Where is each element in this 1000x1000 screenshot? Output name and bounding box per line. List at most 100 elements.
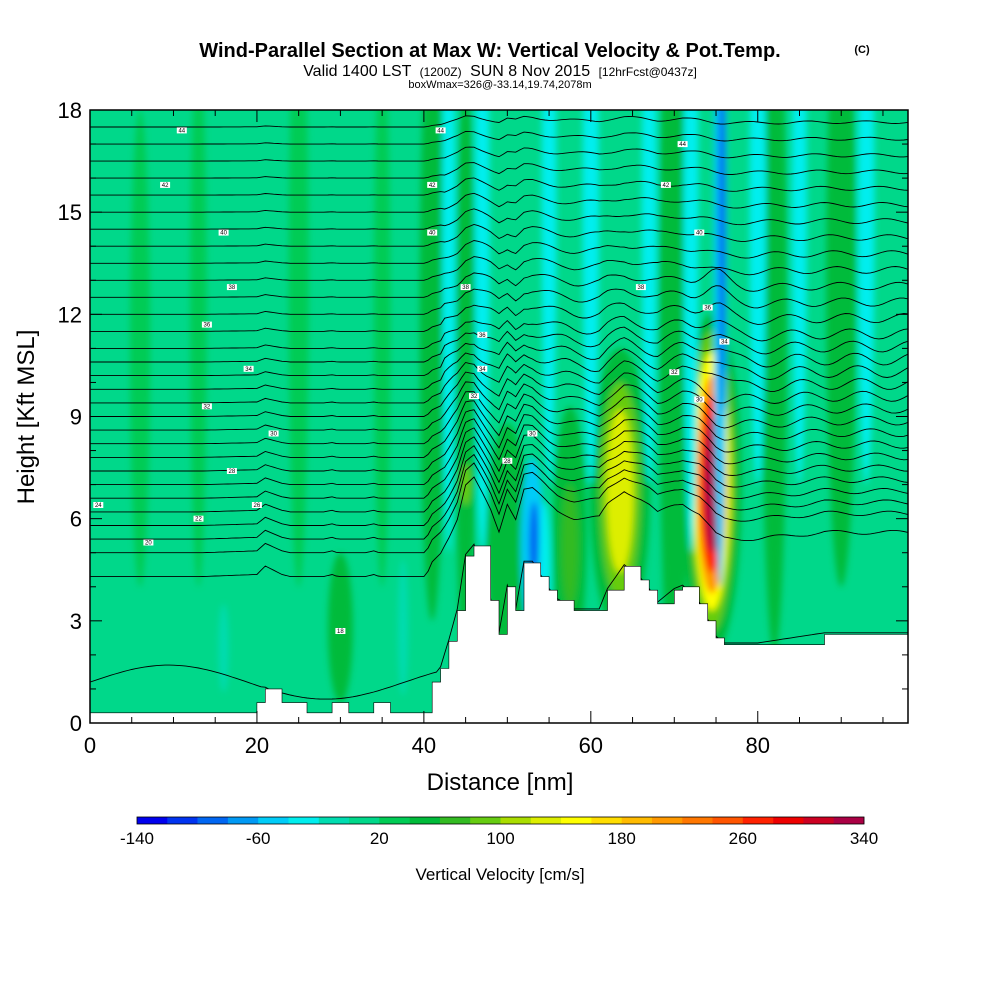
contour-label-28: 34 — [719, 338, 730, 346]
contour-labels: 44 42 40 38 36 34 32 30 28 26 24 22 20 18 44 42 40 38 36 34… — [93, 127, 730, 635]
y-tick-label-5: 15 — [58, 200, 82, 225]
plot-area: 44 42 40 38 36 34 32 30 28 26 24 22 20 18 44 42 40 38 36 34… — [90, 110, 908, 723]
velocity-cell-2 — [288, 110, 309, 587]
velocity-cell-30 — [541, 110, 557, 485]
subtitle-zulu: (1200Z) — [420, 65, 462, 79]
x-axis-label: Distance [nm] — [427, 769, 574, 796]
velocity-cell-32 — [641, 110, 657, 485]
isentrope-2 — [90, 462, 908, 554]
contour-label-22: 28 — [502, 457, 513, 465]
velocity-cell-23 — [218, 603, 229, 693]
contour-label-13: 18 — [335, 628, 346, 635]
colorbar-swatch-2 — [197, 817, 229, 824]
colorbar-tick-4: 180 — [608, 829, 636, 848]
terrain-mask — [90, 545, 908, 723]
svg-text:42: 42 — [663, 183, 670, 189]
contour-label-5: 34 — [243, 365, 254, 373]
isentrope-12 — [90, 371, 908, 417]
colorbar-swatch-0 — [137, 817, 168, 824]
colorbar-swatch-5 — [288, 817, 320, 824]
colorbar-swatch-23 — [833, 817, 865, 824]
contour-label-1: 42 — [160, 181, 171, 189]
contour-label-18: 36 — [477, 331, 488, 339]
contour-label-26: 38 — [635, 284, 646, 291]
isentrope-21 — [90, 256, 908, 281]
svg-text:40: 40 — [220, 231, 227, 237]
svg-text:44: 44 — [178, 128, 185, 134]
velocity-cell-17 — [606, 409, 634, 574]
isentrope-24 — [90, 208, 908, 230]
x-tick-label-2: 40 — [412, 733, 436, 758]
isentrope-9 — [90, 400, 908, 458]
svg-text:24: 24 — [95, 503, 102, 509]
svg-text:22: 22 — [195, 517, 202, 523]
velocity-cell-26 — [474, 110, 490, 553]
isentrope-18 — [90, 302, 908, 332]
colorbar-swatch-14 — [561, 817, 592, 824]
isentrope-1 — [90, 476, 908, 578]
svg-text:34: 34 — [245, 367, 252, 373]
isentrope-3 — [90, 453, 908, 540]
colorbar-swatch-12 — [500, 817, 532, 824]
colorbar-swatch-6 — [318, 817, 350, 824]
colorbar-swatch-19 — [712, 817, 744, 824]
isentrope-19 — [90, 285, 908, 315]
isentrope-20 — [90, 268, 908, 298]
colorbar-swatch-9 — [409, 817, 441, 824]
colorbar-label: Vertical Velocity [cm/s] — [415, 865, 584, 884]
svg-text:30: 30 — [696, 398, 703, 404]
contour-label-12: 20 — [143, 539, 154, 547]
contour-label-20: 32 — [469, 393, 479, 400]
chart-title: Wind-Parallel Section at Max W: Vertical… — [199, 40, 780, 62]
colorbar-swatch-3 — [227, 817, 259, 824]
colorbar-swatch-18 — [682, 817, 713, 824]
x-tick-label-1: 20 — [245, 733, 269, 758]
isentrope-17 — [90, 316, 908, 349]
colorbar — [136, 816, 865, 825]
velocity-cell-35 — [718, 110, 726, 417]
isentrope-8 — [90, 409, 908, 472]
x-axis: 0 20 40 60 80 — [84, 110, 884, 758]
velocity-cell-4 — [327, 552, 353, 703]
colorbar-tick-0: -140 — [120, 829, 154, 848]
isentrope-22 — [90, 240, 908, 264]
colorbar-swatch-4 — [258, 817, 289, 824]
contour-label-23: 44 — [677, 141, 688, 148]
y-tick-label-4: 12 — [58, 302, 82, 327]
svg-text:44: 44 — [437, 128, 444, 134]
velocity-cell-6 — [455, 110, 476, 689]
velocity-cell-31 — [582, 110, 600, 485]
contour-label-9: 26 — [251, 502, 262, 509]
svg-text:34: 34 — [721, 340, 728, 346]
subtitle-valid: Valid 1400 LST — [303, 63, 411, 80]
svg-text:32: 32 — [204, 404, 211, 410]
colorbar-tick-3: 100 — [486, 829, 514, 848]
y-tick-label-0: 0 — [70, 711, 82, 736]
colorbar-swatch-7 — [349, 817, 380, 824]
velocity-cell-13 — [826, 110, 857, 587]
colorbar-swatch-15 — [591, 817, 622, 824]
colorbar-swatch-16 — [621, 817, 653, 824]
isentrope-15 — [90, 337, 908, 377]
x-tick-label-3: 60 — [579, 733, 603, 758]
contour-label-8: 28 — [226, 468, 237, 475]
svg-text:44: 44 — [679, 142, 686, 148]
svg-text:28: 28 — [229, 469, 236, 475]
contour-label-6: 32 — [201, 403, 212, 410]
contour-label-24: 42 — [660, 181, 671, 189]
isentrope-4 — [90, 445, 908, 526]
colorbar-ticks: -140 -60 20 100 180 260 340 — [120, 829, 878, 848]
colorbar-swatch-20 — [742, 817, 774, 824]
chart-subtitle: Valid 1400 LST (1200Z) SUN 8 Nov 2015 [1… — [303, 63, 697, 80]
colorbar-tick-5: 260 — [729, 829, 757, 848]
velocity-cell-37 — [792, 110, 807, 485]
subtitle-forecast: [12hrFcst@0437z] — [599, 65, 697, 79]
contour-label-11: 22 — [193, 515, 204, 523]
colorbar-swatch-21 — [773, 817, 804, 824]
contour-label-10: 24 — [93, 502, 104, 509]
colorbar-tick-1: -60 — [246, 829, 271, 848]
subtitle-date: SUN 8 Nov 2015 — [470, 63, 590, 80]
chart-subtitle-box: boxWmax=326@-33.14,19.74,2078m — [408, 79, 591, 91]
svg-text:38: 38 — [462, 285, 469, 291]
